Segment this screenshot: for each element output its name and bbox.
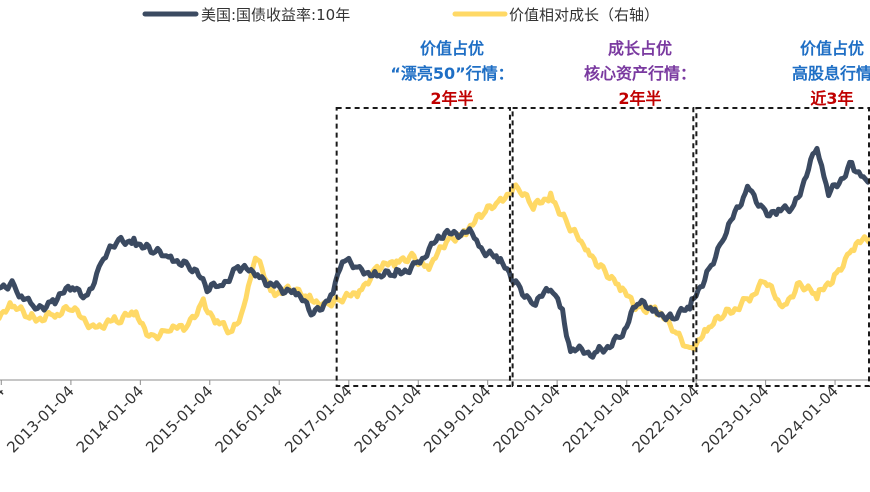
x-tick-label-6: 2018-01-04 — [351, 382, 425, 456]
x-tick-label-5: 2017-01-04 — [281, 382, 355, 456]
annotation-1-line1: 价值占优 — [420, 39, 484, 58]
annotation-3-duration: 近3年 — [810, 89, 853, 108]
annotation-2-line1: 成长占优 — [608, 39, 672, 58]
x-tick-label-11: 2023-01-04 — [698, 382, 772, 456]
x-tick-label-8: 2020-01-04 — [490, 382, 564, 456]
highlight-box-3 — [695, 107, 870, 387]
annotation-2-line2: 核心资产行情： — [584, 64, 696, 83]
legend: 美国:国债收益率:10年 价值相对成长（右轴） — [142, 6, 659, 24]
x-tick-label-4: 2016-01-04 — [212, 382, 286, 456]
x-tick-label-7: 2019-01-04 — [420, 382, 494, 456]
highlight-box-2 — [511, 107, 695, 387]
annotation-1: 价值占优 “漂亮50”行情： 2年半 — [390, 39, 513, 108]
series-line-1 — [0, 145, 870, 360]
annotation-2-duration: 2年半 — [618, 89, 661, 108]
highlight-boxes — [335, 107, 870, 387]
x-tick-label-10: 2022-01-04 — [629, 382, 703, 456]
legend-label-series2: 价值相对成长（右轴） — [509, 6, 659, 24]
x-axis-ticks: 2012-01-042013-01-042014-01-042015-01-04… — [0, 380, 842, 456]
annotation-2: 成长占优 核心资产行情： 2年半 — [584, 39, 696, 108]
legend-label-series1: 美国:国债收益率:10年 — [201, 6, 350, 24]
annotation-3-line2: 高股息行情 — [792, 64, 870, 83]
x-tick-label-3: 2015-01-04 — [142, 382, 216, 456]
annotation-1-duration: 2年半 — [430, 89, 473, 108]
annotation-1-line2: “漂亮50”行情： — [390, 64, 513, 83]
annotation-3-line1: 价值占优 — [800, 39, 864, 58]
x-tick-label-1: 2013-01-04 — [3, 382, 77, 456]
plot-area — [0, 145, 870, 360]
highlight-box-1 — [335, 107, 511, 387]
x-tick-label-2: 2014-01-04 — [73, 382, 147, 456]
x-tick-label-9: 2021-01-04 — [559, 382, 633, 456]
annotation-3: 价值占优 高股息行情 近3年 — [792, 39, 870, 108]
x-tick-label-12: 2024-01-04 — [768, 382, 842, 456]
